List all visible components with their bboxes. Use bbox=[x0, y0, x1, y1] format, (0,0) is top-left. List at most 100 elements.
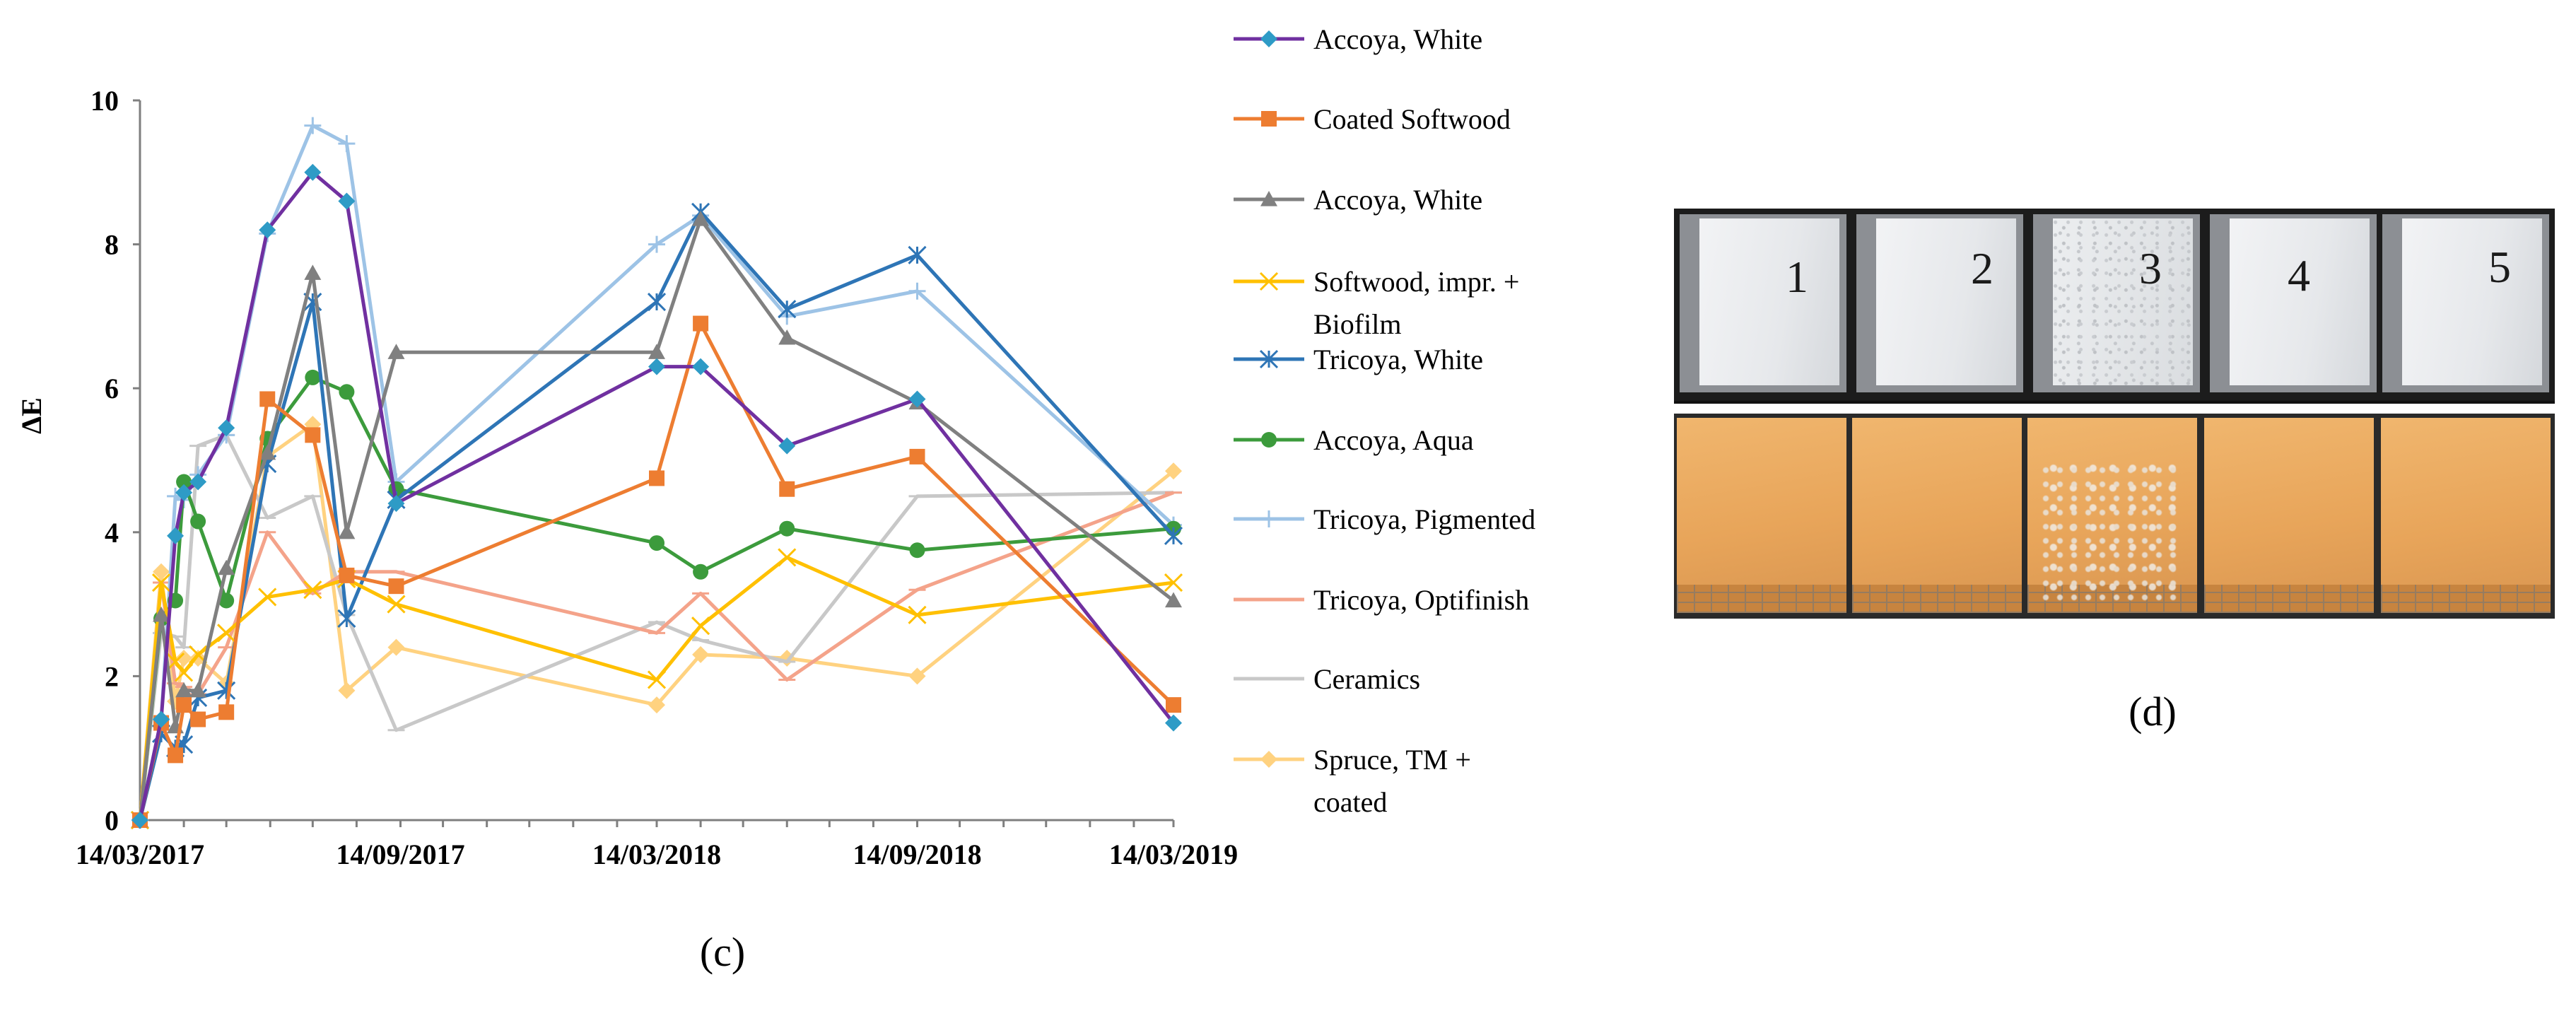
data-point bbox=[176, 474, 192, 490]
orange-sample-2 bbox=[1852, 418, 2022, 613]
data-point bbox=[218, 592, 235, 609]
series-line bbox=[138, 375, 1174, 821]
data-point bbox=[778, 548, 797, 567]
sample-number-4: 4 bbox=[2288, 250, 2310, 300]
data-point bbox=[387, 344, 405, 359]
data-point bbox=[908, 605, 927, 624]
y-axis: 0 2 4 6 8 10 bbox=[90, 85, 140, 836]
data-point bbox=[218, 704, 235, 720]
sample-number-3: 3 bbox=[2139, 243, 2162, 293]
data-point bbox=[167, 527, 185, 544]
orange-sample-1 bbox=[1677, 418, 1846, 613]
data-point bbox=[168, 747, 184, 764]
data-point bbox=[175, 663, 194, 682]
legend-label: Ceramics bbox=[1313, 663, 1420, 695]
legend-item: Tricoya, White bbox=[1234, 344, 1483, 375]
y-axis-label: ΔE bbox=[16, 397, 47, 434]
legend-label: Tricoya, Optifinish bbox=[1313, 584, 1529, 616]
data-point bbox=[1165, 462, 1182, 480]
data-point bbox=[1260, 191, 1277, 206]
x-tick-label: 14/09/2017 bbox=[336, 838, 464, 870]
legend-item: Tricoya, Optifinish bbox=[1234, 584, 1529, 616]
data-point bbox=[1164, 526, 1183, 545]
legend-label: Spruce, TM + bbox=[1313, 744, 1471, 776]
legend-item: Accoya, Aqua bbox=[1234, 424, 1474, 456]
data-point bbox=[909, 542, 925, 559]
data-point bbox=[338, 523, 356, 539]
y-tick-label: 2 bbox=[105, 660, 119, 692]
white-sample-1: 1 bbox=[1680, 214, 1846, 392]
data-point bbox=[909, 448, 925, 464]
legend-label: Tricoya, Pigmented bbox=[1313, 503, 1535, 535]
sample-number-5: 5 bbox=[2488, 242, 2511, 292]
data-point bbox=[337, 609, 356, 629]
data-point bbox=[189, 682, 207, 698]
data-point bbox=[131, 812, 148, 829]
y-tick-label: 6 bbox=[105, 373, 119, 404]
data-point bbox=[166, 652, 185, 672]
data-point bbox=[1260, 751, 1277, 768]
legend-item: Tricoya, Pigmented bbox=[1234, 503, 1535, 535]
data-point bbox=[1261, 432, 1277, 448]
legend-item: Softwood, impr. + Biofilm bbox=[1234, 266, 1519, 340]
data-point bbox=[387, 638, 405, 656]
orange-samples-row bbox=[1674, 414, 2555, 619]
x-tick-label: 14/03/2017 bbox=[76, 838, 204, 870]
data-point bbox=[1260, 30, 1277, 47]
orange-sample-5 bbox=[2381, 418, 2551, 613]
data-point bbox=[779, 520, 795, 537]
data-point bbox=[151, 573, 171, 592]
x-tick-label: 14/09/2018 bbox=[853, 838, 981, 870]
data-point bbox=[649, 535, 665, 551]
y-tick-label: 10 bbox=[90, 85, 119, 117]
data-point bbox=[218, 559, 235, 575]
legend-item: Spruce, TM + coated bbox=[1234, 744, 1471, 818]
legend-item: Accoya, White bbox=[1234, 23, 1482, 55]
series bbox=[131, 163, 1182, 829]
data-point bbox=[190, 711, 206, 727]
white-sample-5: 5 bbox=[2382, 214, 2549, 392]
data-point bbox=[304, 117, 322, 134]
data-point bbox=[778, 437, 796, 455]
data-point bbox=[304, 163, 322, 181]
data-point bbox=[339, 567, 355, 583]
data-point bbox=[1165, 592, 1182, 608]
data-point bbox=[387, 495, 405, 513]
data-point bbox=[338, 682, 356, 699]
x-tick-label: 14/03/2018 bbox=[592, 838, 721, 870]
data-point bbox=[190, 513, 206, 530]
data-point bbox=[304, 264, 322, 280]
data-point bbox=[189, 473, 207, 491]
panel-label-c: (c) bbox=[700, 929, 745, 975]
series-layer bbox=[130, 117, 1183, 830]
data-point bbox=[153, 563, 170, 580]
data-point bbox=[338, 135, 356, 153]
data-point bbox=[175, 649, 193, 667]
y-tick-label: 4 bbox=[105, 517, 119, 549]
data-point bbox=[153, 606, 170, 622]
x-tick-label: 14/03/2019 bbox=[1109, 838, 1238, 870]
data-point bbox=[692, 210, 710, 226]
legend-label: Tricoya, White bbox=[1313, 344, 1483, 375]
orange-sample-4 bbox=[2204, 418, 2374, 613]
legend-label: Accoya, White bbox=[1313, 23, 1482, 55]
data-point bbox=[908, 282, 926, 300]
data-point bbox=[908, 390, 926, 408]
legend-label: Softwood, impr. + bbox=[1313, 266, 1519, 298]
series-line bbox=[138, 433, 1174, 821]
white-sample-2: 2 bbox=[1856, 214, 2023, 392]
data-point bbox=[217, 624, 236, 643]
data-point bbox=[218, 419, 235, 437]
data-point bbox=[305, 427, 321, 443]
data-point bbox=[1260, 510, 1277, 527]
data-point bbox=[1164, 573, 1183, 592]
panel-label-d: (d) bbox=[2129, 689, 2177, 735]
series bbox=[132, 315, 1181, 828]
x-axis: 14/03/2017 14/09/2017 14/03/2018 14/09/2018… bbox=[76, 820, 1238, 870]
data-point bbox=[175, 682, 193, 698]
series bbox=[130, 202, 1183, 830]
legend-label: Accoya, Aqua bbox=[1313, 424, 1474, 456]
data-point bbox=[693, 563, 709, 580]
data-point bbox=[908, 667, 926, 685]
data-point bbox=[648, 344, 665, 359]
